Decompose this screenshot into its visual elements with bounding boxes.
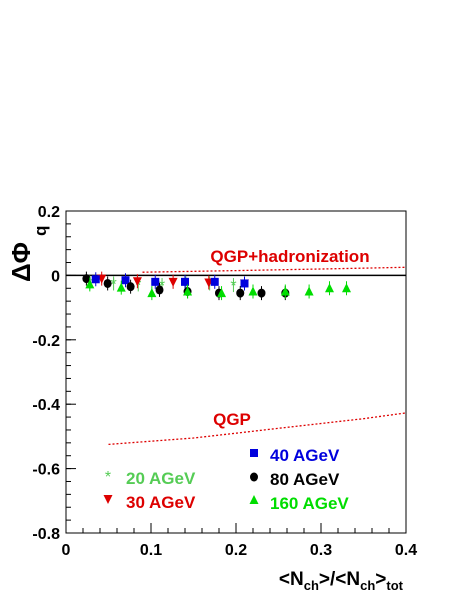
x-axis-label: <Nch>/<Nch>tot [279, 569, 404, 593]
y-tick-label: 0.2 [38, 204, 60, 221]
legend-marker-160 [249, 495, 259, 504]
theory-curves [108, 266, 407, 446]
axes: 0 0.1 0.2 0.3 0.4 0.2 0 -0.2 -0.4 -0.6 -0.8 [32, 204, 417, 559]
legend-label-30: 30 AGeV [126, 493, 196, 512]
legend-marker-shape [250, 449, 258, 457]
legend-entry-20: * 20 AGeV [105, 469, 196, 488]
data-point-s0-1: * [110, 276, 117, 293]
x-tick-label: 0.2 [225, 542, 247, 559]
data-point-s4-2 [147, 286, 157, 301]
data-point-s4-4 [217, 286, 227, 301]
y-axis-label-main: ΔΦ [6, 242, 36, 282]
svg-text:*: * [105, 469, 111, 486]
legend-label-20: 20 AGeV [126, 469, 196, 488]
y-tick-label: -0.6 [32, 462, 60, 479]
data-point-s3-2 [126, 279, 135, 294]
curve-1 [108, 412, 407, 446]
data-point-s4-6 [280, 284, 290, 299]
y-tick-label: -0.8 [32, 526, 60, 543]
data-point-s4-0 [85, 277, 95, 292]
x-tick-label: 0.3 [310, 542, 332, 559]
qgp-hadronization-label: QGP+hadronization [210, 247, 369, 266]
data-point-s3-1 [103, 276, 112, 291]
y-tick-label: -0.4 [32, 397, 60, 414]
legend-entry-160: 160 AGeV [249, 494, 349, 513]
legend-label-80: 80 AGeV [270, 470, 340, 489]
x-tick-label: 0.4 [395, 542, 417, 559]
data-point-s2-0 [91, 272, 100, 287]
legend-marker-shape [250, 472, 258, 482]
legend-marker-40 [250, 449, 258, 457]
legend-entry-30: 30 AGeV [103, 493, 196, 512]
data-point-s3-7 [257, 286, 266, 301]
data-point-s2-2 [151, 274, 160, 289]
qgp-label: QGP [213, 410, 251, 429]
x-tick-label: 0 [62, 542, 71, 559]
legend-marker-shape: * [105, 469, 111, 486]
data-point-s4-8 [325, 281, 334, 296]
legend-entry-40: 40 AGeV [250, 446, 340, 465]
x-tick-label: 0.1 [140, 542, 162, 559]
data-point-s4-9 [342, 281, 351, 296]
data-point-s3-3 [155, 282, 164, 297]
data-points: ******* [82, 271, 351, 301]
legend-marker-shape [249, 495, 259, 504]
data-point-s4-5 [248, 284, 258, 299]
legend-entry-80: 80 AGeV [250, 470, 340, 489]
legend-marker-30 [103, 495, 113, 504]
y-tick-label: 0 [51, 268, 60, 285]
legend-label-40: 40 AGeV [270, 446, 340, 465]
legend-marker-shape [103, 495, 113, 504]
legend-label-160: 160 AGeV [270, 494, 349, 513]
data-point-s2-5 [240, 276, 249, 291]
y-axis-label: ΔΦ q [6, 226, 50, 282]
data-point-s3-6 [236, 286, 245, 301]
data-point-s2-3 [181, 274, 189, 289]
data-point-s0-6: * [230, 278, 237, 295]
curve-0 [142, 266, 407, 273]
data-point-s4-3 [183, 284, 193, 299]
data-point-s1-1 [132, 274, 142, 289]
legend: * 20 AGeV 30 AGeV 40 AGeV 80 AGeV 160 AG… [103, 446, 349, 513]
data-point-s1-2 [168, 274, 178, 289]
data-point-s2-4 [210, 274, 219, 289]
data-point-s4-7 [304, 284, 314, 299]
data-point-s2-1 [121, 273, 130, 288]
legend-marker-80 [250, 472, 258, 482]
legend-marker-20: * [105, 469, 111, 486]
data-point-s3-0 [82, 271, 91, 286]
y-tick-label: -0.2 [32, 333, 60, 350]
y-axis-label-sub: q [31, 226, 50, 236]
data-point-s4-1 [116, 280, 126, 295]
